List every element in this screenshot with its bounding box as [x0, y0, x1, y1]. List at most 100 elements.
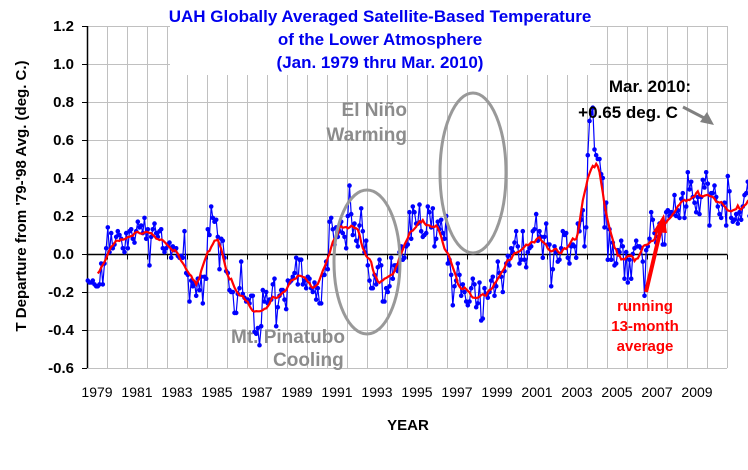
data-point: [117, 232, 122, 238]
x-tick-label: 1979: [81, 384, 112, 400]
data-point: [648, 209, 654, 215]
data-point: [255, 325, 261, 331]
data-point: [723, 223, 729, 228]
data-point: [677, 215, 682, 221]
data-point: [387, 284, 392, 289]
el-nino-label-2: Warming: [326, 125, 407, 146]
data-point: [493, 284, 499, 289]
data-point: [548, 284, 554, 289]
data-point: [460, 282, 466, 287]
data-point: [213, 217, 219, 223]
data-point: [500, 289, 506, 295]
pinatubo-label-2: Cooling: [273, 350, 344, 371]
running-avg-arrow: [644, 214, 667, 293]
data-point: [468, 285, 474, 291]
data-point: [738, 217, 744, 223]
data-point: [683, 204, 689, 209]
data-point: [543, 221, 549, 226]
data-point: [340, 230, 346, 236]
data-point: [712, 183, 717, 188]
data-point: [573, 255, 579, 261]
data-point: [402, 255, 407, 261]
data-point: [662, 242, 667, 247]
data-point: [597, 156, 602, 162]
data-point: [417, 202, 422, 207]
gridlines: [87, 26, 728, 369]
data-point: [605, 257, 611, 263]
data-point: [193, 293, 199, 299]
data-point: [303, 285, 309, 291]
data-point: [512, 240, 517, 245]
running-avg-label-2: 13-month: [611, 318, 679, 335]
data-point: [480, 316, 486, 321]
data-point: [540, 255, 546, 261]
data-point: [435, 219, 441, 224]
data-point: [732, 217, 737, 223]
data-point: [672, 192, 677, 198]
data-point: [650, 217, 656, 223]
data-point: [432, 244, 437, 249]
pinatubo-ellipse: [332, 188, 402, 336]
data-point: [370, 285, 376, 291]
data-point: [150, 227, 156, 232]
data-point: [440, 230, 446, 236]
data-point: [167, 240, 172, 245]
data-point: [130, 236, 136, 242]
data-point: [350, 232, 356, 238]
data-point: [272, 276, 277, 282]
data-point: [583, 225, 589, 230]
data-point: [378, 263, 384, 268]
data-point: [492, 293, 497, 299]
data-point: [405, 242, 411, 247]
data-point: [367, 278, 372, 283]
data-point: [365, 263, 371, 268]
data-point: [427, 209, 432, 215]
data-point: [330, 227, 336, 232]
running-avg-label-1: running: [617, 298, 673, 315]
x-tick-label: 1987: [241, 384, 272, 400]
data-point: [505, 253, 511, 259]
data-point: [622, 276, 627, 282]
data-point: [585, 152, 591, 158]
data-point: [592, 147, 597, 152]
data-point: [665, 208, 671, 213]
data-point: [565, 255, 571, 261]
data-point: [233, 310, 239, 316]
data-point: [322, 272, 327, 278]
data-point: [688, 179, 694, 185]
x-tick-label: 1985: [201, 384, 232, 400]
data-point: [475, 301, 481, 306]
data-point: [455, 261, 461, 266]
data-point: [418, 228, 424, 234]
latest-arrow: [682, 105, 714, 125]
data-point: [517, 261, 522, 266]
data-point: [210, 215, 216, 221]
data-point: [542, 234, 547, 240]
latest-label-2: +0.65 deg. C: [578, 103, 678, 122]
data-point: [547, 242, 552, 247]
y-tick-label: 0.4: [53, 170, 75, 187]
data-point: [550, 266, 556, 272]
data-point: [168, 255, 174, 261]
x-tick-label: 2001: [521, 384, 552, 400]
data-point: [462, 289, 467, 295]
data-point: [208, 204, 214, 209]
data-point: [128, 227, 134, 232]
data-point: [97, 282, 102, 287]
data-point: [718, 215, 724, 221]
data-point: [170, 244, 176, 249]
y-tick-label: 1.0: [53, 56, 74, 73]
data-point: [390, 276, 396, 282]
y-tick-label: 0.2: [53, 208, 74, 225]
data-point: [463, 299, 469, 304]
pinatubo-label-1: Mt. Pinatubo: [231, 327, 345, 348]
x-axis-label: YEAR: [387, 417, 429, 434]
y-tick-label: -0.2: [48, 284, 74, 301]
x-tick-label: 2003: [561, 384, 592, 400]
data-point: [407, 209, 412, 215]
data-point: [343, 246, 349, 251]
data-point: [347, 183, 352, 188]
data-point: [533, 211, 539, 217]
data-point: [307, 276, 312, 282]
